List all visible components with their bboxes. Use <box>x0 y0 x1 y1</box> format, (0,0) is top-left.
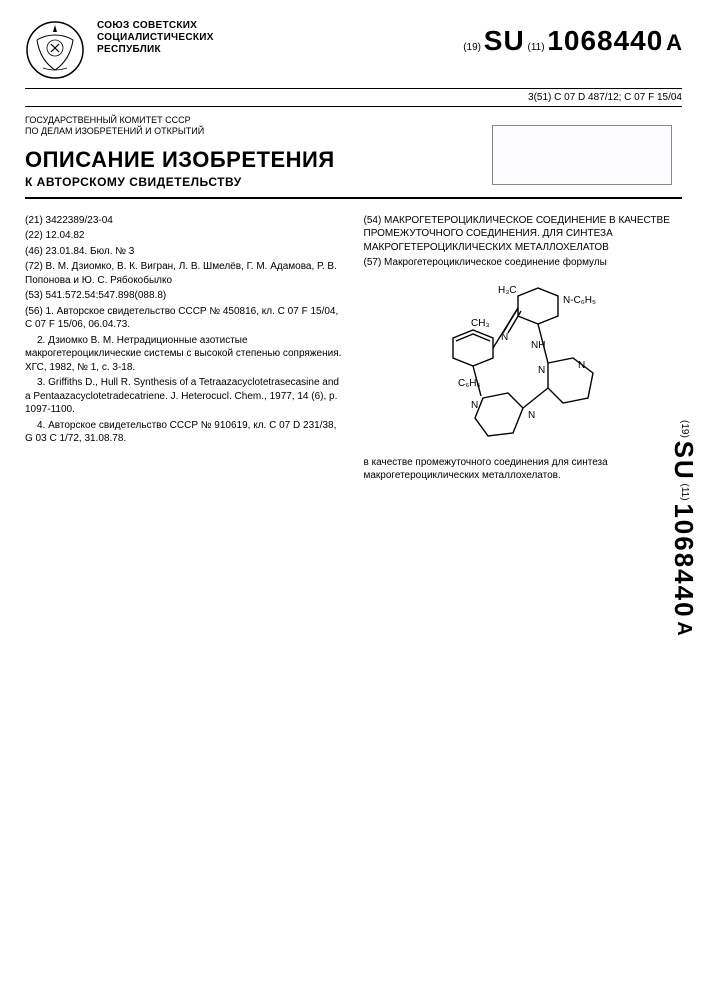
label-c6h5: C₆H₅ <box>458 378 481 389</box>
biblio-22: (22) 12.04.82 <box>25 229 344 243</box>
union-text: СОЮЗ СОВЕТСКИХ СОЦИАЛИСТИЧЕСКИХ РЕСПУБЛИ… <box>97 20 214 56</box>
patent-page: СОЮЗ СОВЕТСКИХ СОЦИАЛИСТИЧЕСКИХ РЕСПУБЛИ… <box>0 0 707 1000</box>
biblio-56-1: (56) 1. Авторское свидетельство СССР № 4… <box>25 305 344 332</box>
label-n2: N <box>538 365 545 376</box>
stamp-box <box>492 125 672 185</box>
header-top: СОЮЗ СОВЕТСКИХ СОЦИАЛИСТИЧЕСКИХ РЕСПУБЛИ… <box>25 20 682 80</box>
biblio-53: (53) 541.572.54:547.898(088.8) <box>25 289 344 303</box>
side-document-number: (19) SU (11) 1068440 A <box>668 420 699 636</box>
union-line3: РЕСПУБЛИК <box>97 44 214 56</box>
right-column: (54) МАКРОГЕТЕРОЦИКЛИЧЕСКОЕ СОЕДИНЕНИЕ В… <box>364 214 683 485</box>
ussr-emblem-icon <box>25 20 85 80</box>
chemical-structure-icon: H₃C CH₃ N-C₆H₅ C₆H₅ N NH N N N N <box>423 278 623 448</box>
union-line2: СОЦИАЛИСТИЧЕСКИХ <box>97 32 214 44</box>
side-prefix: (19) <box>679 420 690 438</box>
biblio-21: (21) 3422389/23-04 <box>25 214 344 228</box>
side-country: SU <box>669 441 699 481</box>
label-n3: N <box>578 360 585 371</box>
doc-mid: (11) <box>527 42 544 53</box>
label-h3c: H₃C <box>498 285 517 296</box>
document-number: (19) SU (11) 1068440 A <box>463 20 682 57</box>
label-n1: N <box>501 332 508 343</box>
content-columns: (21) 3422389/23-04 (22) 12.04.82 (46) 23… <box>25 214 682 485</box>
label-n5: N <box>471 400 478 411</box>
left-column: (21) 3422389/23-04 (22) 12.04.82 (46) 23… <box>25 214 344 485</box>
classification-code: 3(51) С 07 D 487/12; С 07 F 15/04 <box>25 88 682 107</box>
biblio-54: (54) МАКРОГЕТЕРОЦИКЛИЧЕСКОЕ СОЕДИНЕНИЕ В… <box>364 214 683 255</box>
label-nh: NH <box>531 340 545 351</box>
label-ch3: CH₃ <box>471 318 490 329</box>
doc-prefix: (19) <box>463 42 481 53</box>
ref-3: 3. Griffiths D., Hull R. Synthesis of a … <box>25 376 344 417</box>
ref-2: 2. Дзиомко В. М. Нетрадиционные азотисты… <box>25 334 344 375</box>
biblio-72: (72) В. М. Дзиомко, В. К. Вигран, Л. В. … <box>25 260 344 287</box>
label-nc6h5: N-C₆H₅ <box>563 295 596 306</box>
divider-line <box>25 197 682 199</box>
doc-suffix: A <box>666 30 682 55</box>
biblio-57: (57) Макрогетероциклическое соединение ф… <box>364 256 683 270</box>
union-line1: СОЮЗ СОВЕТСКИХ <box>97 20 214 32</box>
side-mid: (11) <box>679 483 690 500</box>
side-number: 1068440 <box>669 503 699 618</box>
biblio-46: (46) 23.01.84. Бюл. № 3 <box>25 245 344 259</box>
doc-country: SU <box>484 25 525 56</box>
description-text: в качестве промежуточного соединения для… <box>364 456 683 483</box>
label-n4: N <box>528 410 535 421</box>
side-suffix: A <box>673 621 695 635</box>
doc-number-value: 1068440 <box>547 25 663 56</box>
ref-4: 4. Авторское свидетельство СССР № 910619… <box>25 419 344 446</box>
